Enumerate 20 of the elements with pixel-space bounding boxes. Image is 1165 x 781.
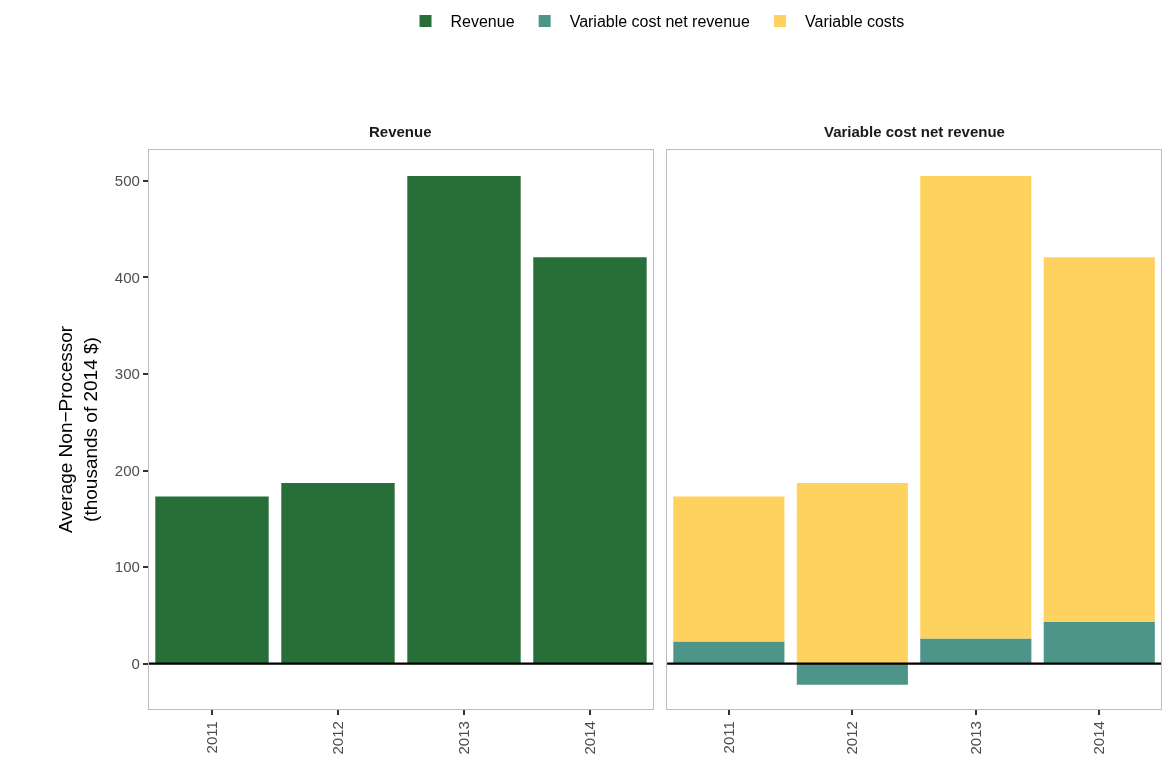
- x-tick-label: 2011: [719, 721, 737, 754]
- x-tick-label: 2011: [202, 721, 220, 754]
- y-tick-label: 400: [114, 268, 140, 286]
- x-tick-label: 2013: [454, 721, 472, 755]
- chart-title: Revenue: [369, 123, 432, 140]
- y-tick-label: 200: [114, 461, 140, 479]
- x-tick-label: 2014: [1090, 721, 1108, 755]
- y-tick-label: 0: [131, 654, 140, 672]
- y-tick-label: 500: [114, 172, 140, 190]
- legend-label: Revenue: [450, 13, 515, 31]
- x-tick-label: 2012: [328, 721, 346, 755]
- x-tick-label: 2012: [843, 721, 861, 755]
- y-tick-label: 100: [114, 558, 140, 576]
- x-tick-label: 2014: [580, 721, 598, 755]
- legend-label: Variable cost net revenue: [569, 13, 751, 31]
- chart-title: Variable cost net revenue: [824, 123, 1005, 140]
- y-axis-title: Average Non−Processor (thousands of 2014 $): [54, 325, 101, 534]
- x-tick-label: 2013: [966, 721, 984, 755]
- legend-label: Variable costs: [805, 13, 905, 31]
- y-tick-label: 300: [114, 365, 140, 383]
